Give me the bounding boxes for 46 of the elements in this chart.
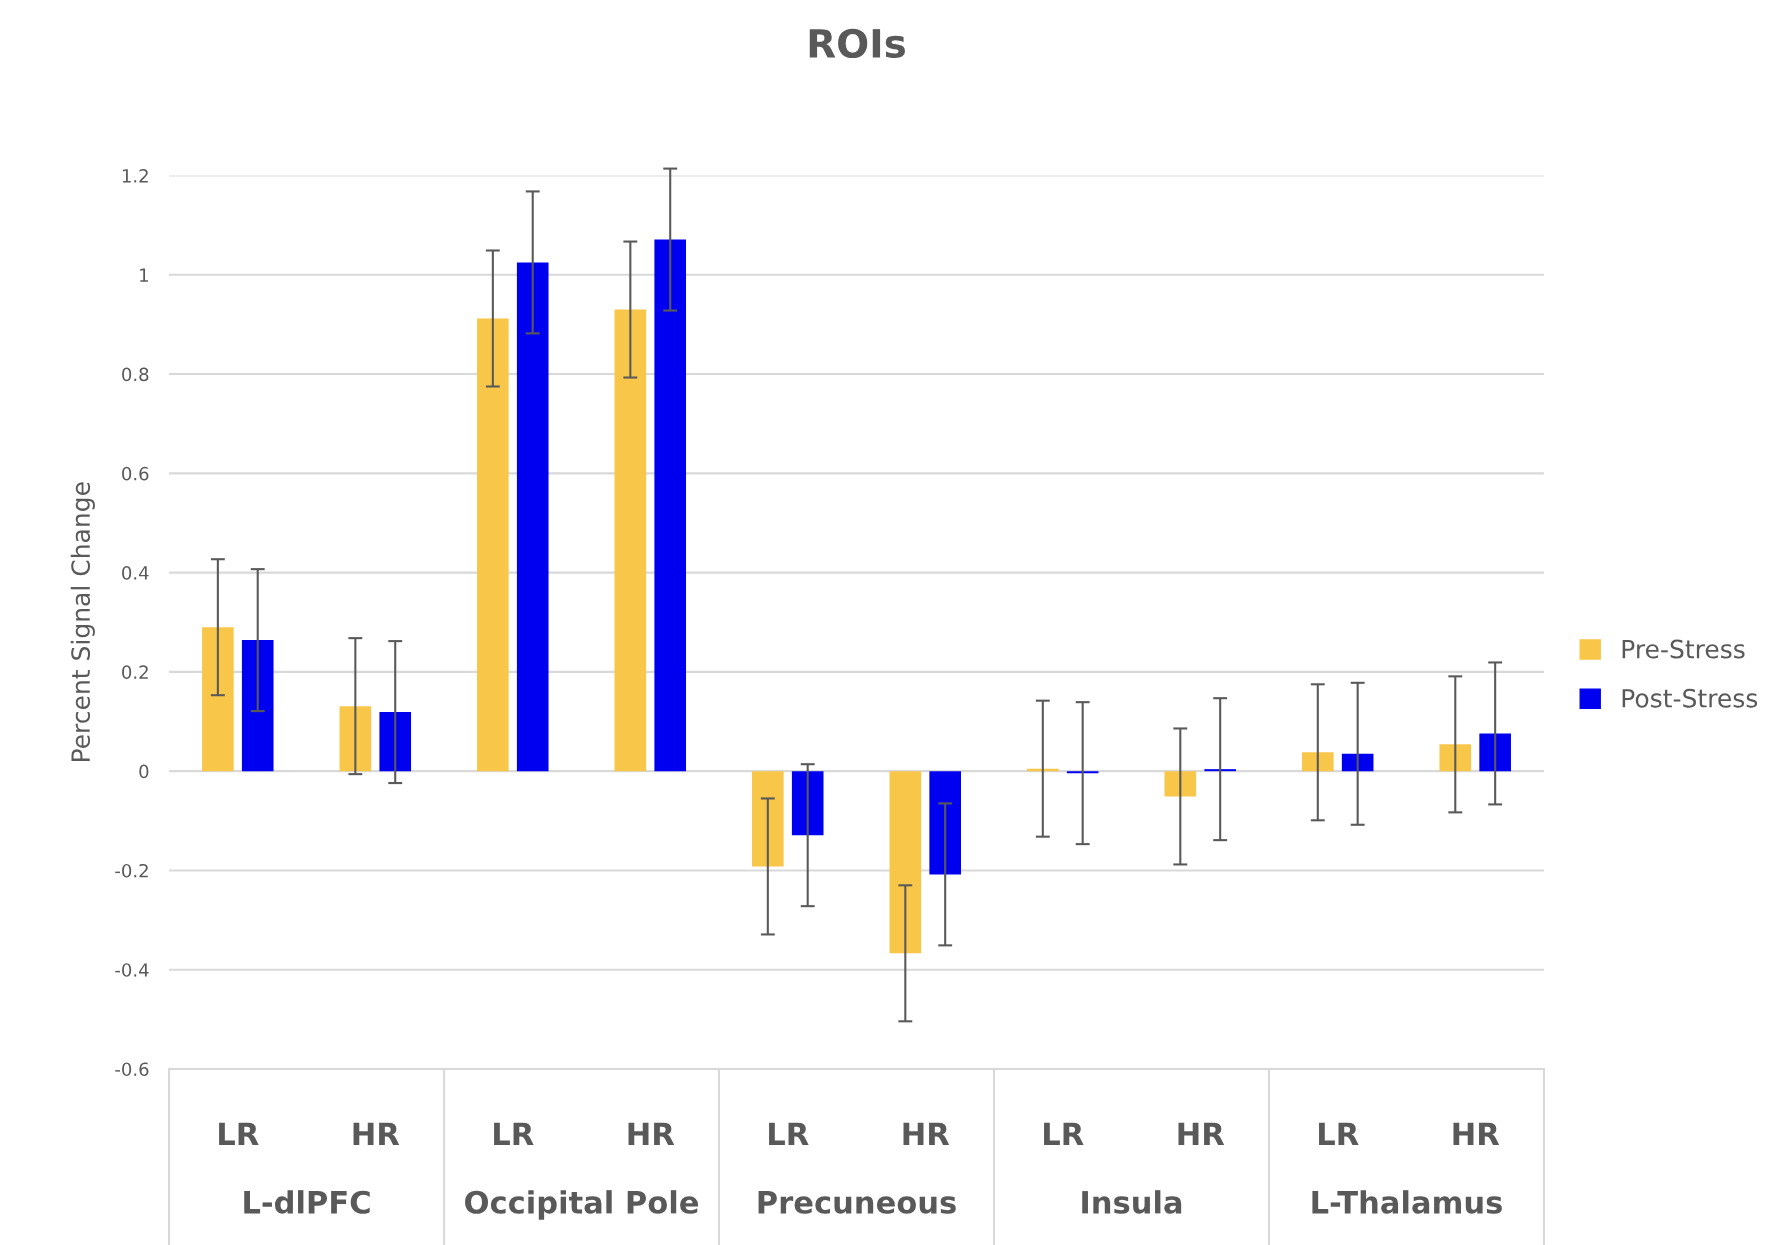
text: Occipital Pole [465, 1190, 699, 1220]
text: Precuneous [758, 1191, 956, 1214]
bar [477, 318, 509, 772]
text: Insula [1082, 1190, 1182, 1214]
x-tick-label: LR [1319, 1122, 1359, 1145]
x-tick-label: HR [1178, 1122, 1225, 1145]
bar [889, 771, 922, 954]
x-tick-label: HR [353, 1122, 400, 1145]
bar [339, 706, 372, 772]
y-tick-label: -0.4 [115, 963, 149, 977]
bar [1341, 753, 1374, 772]
y-tick-label: 0.2 [122, 665, 148, 679]
bar [202, 627, 234, 772]
legend-label: Pre-Stress [1622, 639, 1745, 659]
bar [1479, 733, 1511, 772]
y-tick-label: 0 [139, 764, 149, 779]
bar [654, 239, 687, 772]
y-tick-label: 0.4 [122, 566, 149, 580]
bar [516, 262, 549, 772]
y-tick-label: -0.6 [115, 1062, 149, 1077]
y-tick-label: 1.2 [122, 169, 148, 183]
y-tick-label: 1 [140, 268, 148, 282]
x-tick-label: HR [1453, 1122, 1500, 1145]
x-tick-label: HR [903, 1122, 950, 1145]
y-tick-label: 0.8 [122, 367, 149, 382]
y-tick-label: -0.2 [115, 863, 148, 878]
x-tick-label: LR [219, 1122, 259, 1145]
text: L-dlPFC [244, 1190, 370, 1214]
bar [1164, 771, 1197, 797]
legend-label: Post-Stress [1622, 688, 1758, 708]
y-axis-title: Percent Signal Change [70, 482, 95, 762]
x-tick-label: HR [628, 1122, 675, 1145]
chart-title: ROIs [809, 28, 905, 59]
y-tick-label: 0.6 [122, 466, 149, 481]
bar [791, 771, 824, 836]
x-tick-label: LR [1044, 1122, 1084, 1145]
bar [929, 771, 961, 875]
bar [1439, 744, 1472, 772]
x-tick-label: LR [769, 1122, 809, 1145]
text: L-Thalamus [1312, 1190, 1502, 1214]
bar [241, 640, 274, 772]
bar [614, 309, 647, 772]
bar [752, 771, 784, 867]
x-tick-label: LR [494, 1122, 534, 1145]
bar [1301, 752, 1334, 772]
bar [379, 712, 412, 772]
